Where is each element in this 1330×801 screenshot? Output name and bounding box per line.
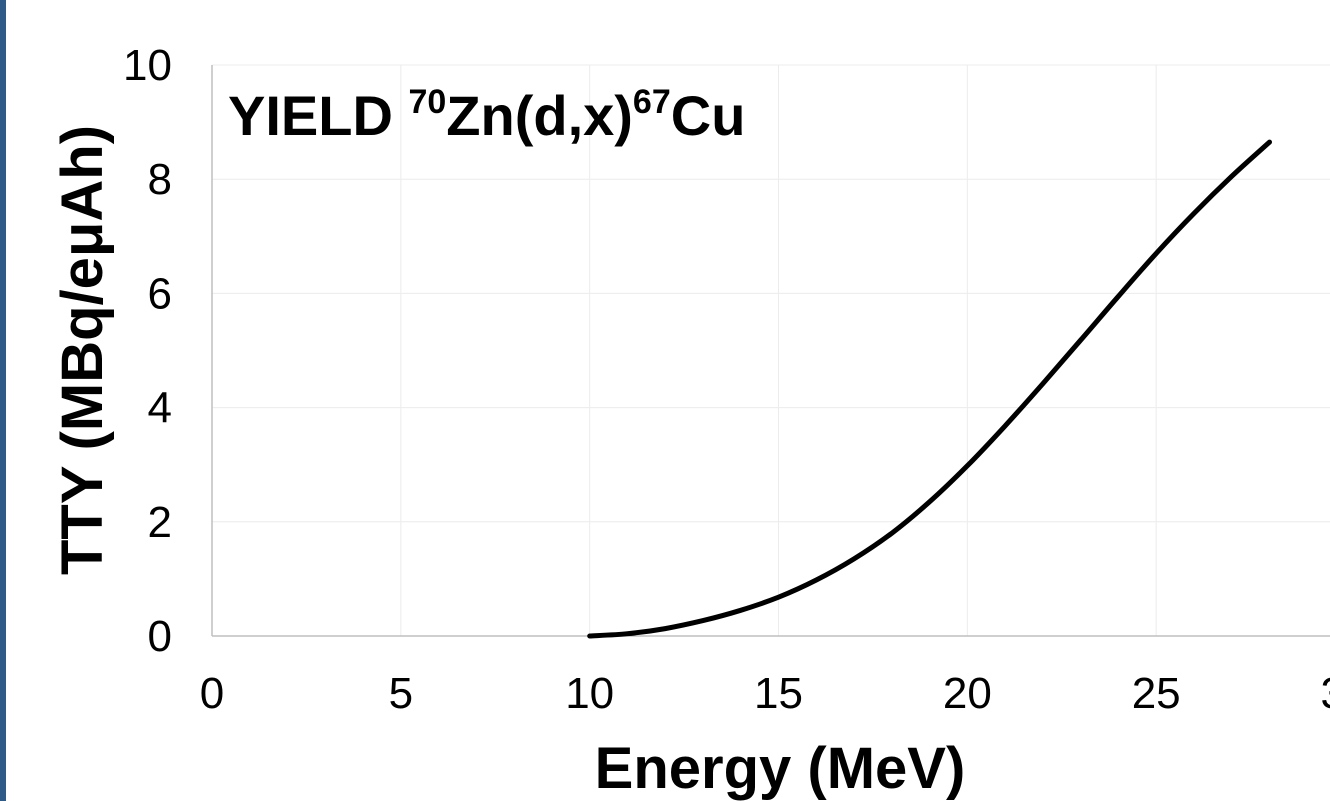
y-tick-label-2: 2	[148, 498, 172, 547]
series-line-0	[587, 139, 1272, 639]
chart-title-superscript-mass-70: 70	[408, 83, 446, 121]
y-tick-label-4: 4	[148, 384, 172, 433]
chart-title-superscript-mass-67: 67	[633, 83, 671, 121]
x-tick-label-20: 20	[943, 669, 992, 718]
chart-title-prefix: YIELD	[228, 84, 408, 147]
y-tick-label-8: 8	[148, 155, 172, 204]
chart-title: YIELD 70Zn(d,x)67Cu	[228, 83, 745, 147]
y-axis-title: TTY (MBq/eμAh)	[50, 125, 115, 575]
x-tick-label-0: 0	[200, 669, 224, 718]
x-axis-title: Energy (MeV)	[595, 736, 966, 801]
chart-title-product: Cu	[671, 84, 746, 147]
left-border-stripe	[0, 0, 6, 801]
y-tick-label-10: 10	[123, 41, 172, 90]
axes	[211, 65, 1330, 637]
y-tick-label-0: 0	[148, 612, 172, 661]
grid-lines	[212, 64, 1330, 636]
x-tick-label-25: 25	[1132, 669, 1181, 718]
x-tick-label-10: 10	[565, 669, 614, 718]
x-tick-label-30: 30	[1321, 669, 1330, 718]
series-layer	[587, 139, 1272, 639]
x-tick-label-5: 5	[389, 669, 413, 718]
chart-title-reaction: Zn(d,x)	[446, 84, 633, 147]
x-tick-label-15: 15	[754, 669, 803, 718]
y-tick-label-6: 6	[148, 269, 172, 318]
tick-labels: 0 2 4 6 8 10 0 5 10 15 20 25 30	[123, 41, 1330, 718]
